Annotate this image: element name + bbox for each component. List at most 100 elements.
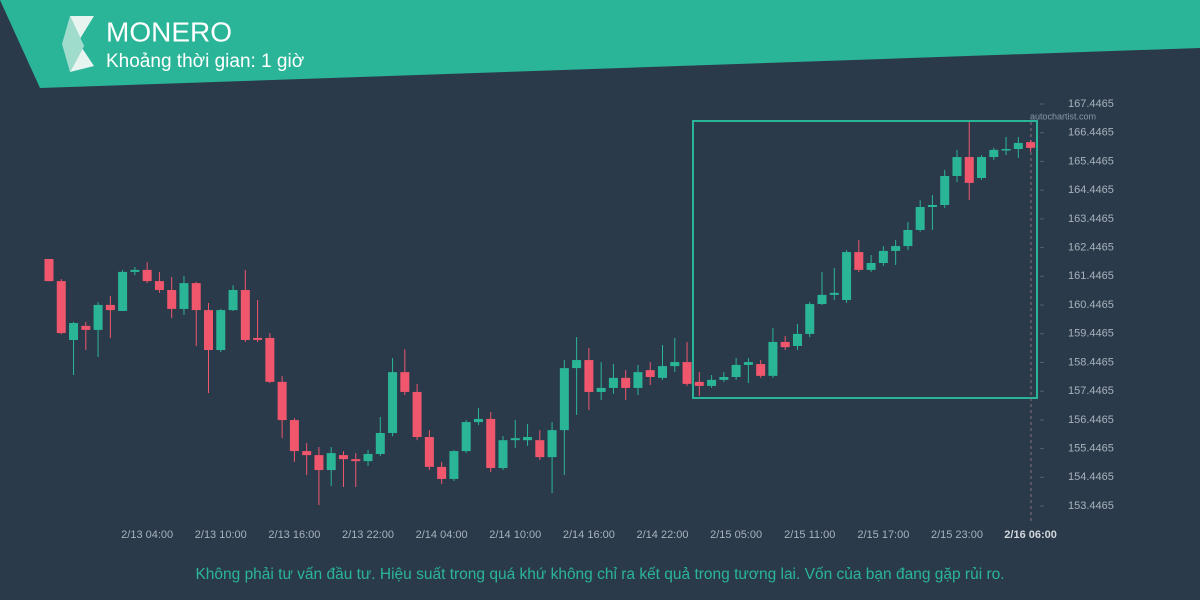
candle-body — [314, 455, 324, 471]
candle-body — [375, 433, 385, 454]
candle-body — [69, 323, 79, 340]
x-tick-label: 2/15 05:00 — [710, 529, 762, 541]
candle-body — [167, 289, 177, 309]
candle-body — [56, 281, 66, 334]
y-tick-label: 153.4465 — [1068, 500, 1114, 512]
candle-body — [829, 292, 839, 295]
candle-body — [915, 207, 925, 230]
candle-body — [731, 364, 741, 378]
title: MONERO — [106, 16, 232, 47]
candle-body — [891, 246, 901, 251]
candle-body — [105, 304, 115, 311]
candle-body — [866, 263, 876, 270]
candle-body — [142, 269, 152, 282]
candle-body — [584, 360, 594, 392]
candle-body — [572, 360, 582, 369]
candle-body — [670, 362, 680, 367]
x-tick-label: 2/14 16:00 — [563, 529, 615, 541]
candle-body — [645, 370, 655, 378]
candle-body — [977, 157, 987, 179]
y-tick-label: 159.4465 — [1068, 328, 1114, 340]
logo — [62, 16, 94, 72]
candle-body — [510, 438, 520, 441]
candle-body — [989, 149, 999, 158]
x-tick-label: 2/14 04:00 — [416, 529, 468, 541]
candle-body — [179, 283, 189, 309]
candle-body — [1026, 142, 1036, 148]
candle-body — [289, 420, 299, 452]
y-tick-label: 161.4465 — [1068, 270, 1114, 282]
candle-body — [265, 337, 275, 382]
y-tick-label: 158.4465 — [1068, 356, 1114, 368]
y-tick-label: 155.4465 — [1068, 443, 1114, 455]
candle-body — [621, 377, 631, 388]
y-tick-label: 160.4465 — [1068, 299, 1114, 311]
candle-body — [216, 310, 226, 351]
x-tick-label: 2/14 22:00 — [637, 529, 689, 541]
y-tick-label: 163.4465 — [1068, 213, 1114, 225]
candle-body — [240, 289, 250, 340]
subtitle: Khoảng thời gian: 1 giờ — [106, 51, 304, 72]
candle-body — [461, 422, 471, 452]
y-tick-label: 157.4465 — [1068, 385, 1114, 397]
candle-body — [154, 281, 164, 290]
candle-body — [93, 304, 103, 330]
candle-body — [486, 418, 496, 469]
watermark: autochartist.com — [1030, 111, 1096, 121]
candle-body — [412, 391, 422, 438]
candle-body — [535, 440, 545, 458]
candle-body — [388, 372, 398, 434]
candle-body — [81, 325, 91, 330]
header-band — [0, 0, 1200, 88]
x-tick-label: 2/15 17:00 — [857, 529, 909, 541]
x-tick-label: 2/15 23:00 — [931, 529, 983, 541]
candle-body — [792, 333, 802, 346]
x-tick-label: 2/13 16:00 — [268, 529, 320, 541]
candle-body — [707, 379, 717, 386]
pattern-box — [692, 120, 1038, 399]
candle-body — [326, 453, 336, 471]
candle-body — [964, 157, 974, 183]
x-tick-label: 2/13 04:00 — [121, 529, 173, 541]
logo-shade — [62, 16, 84, 72]
candle-body — [903, 229, 913, 247]
candle-body — [191, 283, 201, 311]
candle-body — [1001, 148, 1011, 151]
candle-body — [768, 341, 778, 376]
candle-body — [351, 459, 361, 462]
y-tick-label: 162.4465 — [1068, 242, 1114, 254]
candle-body — [228, 289, 238, 311]
x-tick-label: 2/14 10:00 — [489, 529, 541, 541]
candle-body — [547, 430, 557, 458]
candle-body — [130, 269, 140, 272]
candle-body — [400, 372, 410, 392]
candle-body — [473, 418, 483, 423]
candle-body — [780, 341, 790, 348]
candle-body — [805, 304, 815, 334]
candle-body — [633, 372, 643, 388]
candle-body — [437, 466, 447, 479]
disclaimer: Không phải tư vấn đầu tư. Hiệu suất tron… — [195, 566, 1004, 583]
y-tick-label: 167.4465 — [1068, 98, 1114, 110]
candle-body — [338, 455, 348, 460]
candle-body — [719, 377, 729, 380]
y-tick-label: 165.4465 — [1068, 155, 1114, 167]
candle-body — [253, 337, 263, 340]
candle-body — [682, 362, 692, 384]
candle-body — [277, 381, 287, 421]
candle-body — [523, 437, 533, 441]
candle-body — [817, 294, 827, 305]
candle-body — [743, 362, 753, 365]
y-tick-label: 166.4465 — [1068, 127, 1114, 139]
candle-body — [940, 175, 950, 205]
candle-body — [424, 437, 434, 467]
candle-body — [302, 451, 312, 456]
candle-body — [608, 377, 618, 388]
candle-body — [559, 368, 569, 431]
candle-body — [658, 366, 667, 378]
x-tick-label: 2/16 06:00 — [1004, 529, 1057, 541]
candle-body — [204, 310, 214, 351]
candle-body — [694, 381, 704, 386]
candle-body — [44, 258, 54, 282]
